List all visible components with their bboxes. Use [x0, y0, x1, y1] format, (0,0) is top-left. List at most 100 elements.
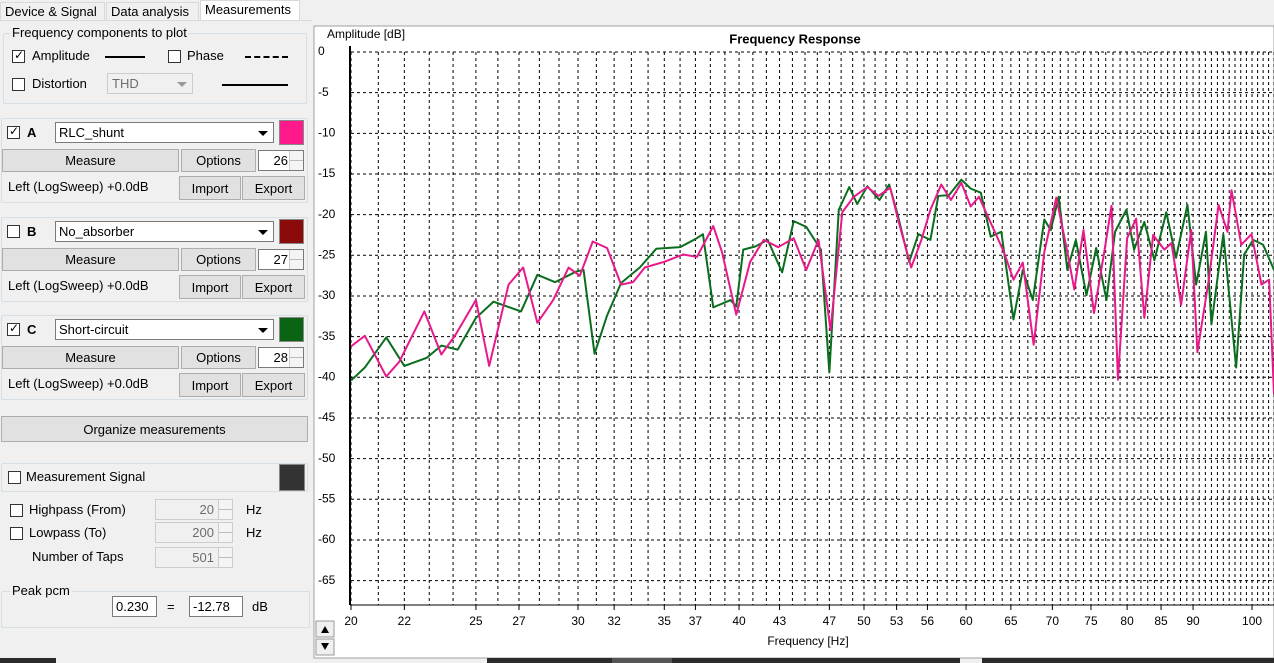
- taskbar-strip: [982, 658, 1274, 663]
- import-button[interactable]: Import: [179, 373, 241, 397]
- x-tick-label: 50: [857, 614, 871, 628]
- options-button[interactable]: Options: [181, 149, 256, 172]
- checkbox[interactable]: [10, 504, 23, 517]
- x-tick-label: 56: [921, 614, 935, 628]
- filter-spinner[interactable]: 20: [155, 499, 233, 520]
- x-tick-label: 27: [512, 614, 526, 628]
- y-tick-label: 0: [318, 44, 325, 58]
- y-tick-label: -30: [318, 288, 336, 302]
- export-button[interactable]: Export: [242, 275, 305, 299]
- signal-box: [1, 463, 308, 492]
- color-swatch[interactable]: [279, 464, 305, 491]
- measurement-letter: A: [27, 125, 37, 140]
- source-label: Left (LogSweep) +0.0dB: [8, 376, 149, 391]
- y-tick-label: -5: [318, 85, 329, 99]
- import-button[interactable]: Import: [179, 275, 241, 299]
- equals-label: =: [167, 599, 175, 614]
- scroll-down-arrow: [321, 643, 329, 650]
- export-button[interactable]: Export: [242, 373, 305, 397]
- measure-button[interactable]: Measure: [2, 149, 179, 172]
- unit-label: Hz: [246, 502, 262, 517]
- group-title: Frequency components to plot: [10, 25, 189, 41]
- series-line: [350, 181, 1274, 395]
- tab-underline: [0, 20, 312, 21]
- taskbar-strip: [612, 658, 672, 663]
- x-tick-label: 43: [773, 614, 787, 628]
- checkbox[interactable]: [7, 124, 20, 139]
- pcm-field: 0.230: [112, 596, 157, 617]
- x-tick-label: 37: [689, 614, 703, 628]
- organize-button[interactable]: Organize measurements: [1, 416, 308, 442]
- measurement-box: [1, 315, 308, 400]
- y-tick-label: -45: [318, 410, 336, 424]
- measurement-dropdown[interactable]: No_absorber: [55, 221, 274, 242]
- measurement-dropdown[interactable]: RLC_shunt: [55, 122, 274, 143]
- dropdown[interactable]: THD: [107, 73, 193, 94]
- x-tick-label: 80: [1120, 614, 1134, 628]
- x-tick-label: 75: [1084, 614, 1098, 628]
- control-panel: Device & Signal Data analysis Measurements…: [0, 0, 314, 663]
- checkbox[interactable]: [10, 527, 23, 540]
- color-swatch[interactable]: [279, 219, 304, 244]
- x-tick-label: 60: [959, 614, 973, 628]
- y-tick-label: -55: [318, 491, 336, 505]
- x-tick-label: 25: [469, 614, 483, 628]
- color-swatch[interactable]: [279, 317, 304, 342]
- x-tick-label: 65: [1004, 614, 1018, 628]
- x-tick-label: 100: [1242, 614, 1262, 628]
- measurement-box: [1, 217, 308, 302]
- measurement-box: [1, 118, 308, 203]
- checkbox[interactable]: [7, 225, 20, 238]
- import-button[interactable]: Import: [179, 176, 241, 200]
- x-tick-label: 40: [732, 614, 746, 628]
- x-tick-label: 90: [1186, 614, 1200, 628]
- measurement-dropdown[interactable]: Short-circuit: [55, 319, 274, 340]
- options-button[interactable]: Options: [181, 346, 256, 369]
- chart-background: [313, 25, 1274, 659]
- color-swatch[interactable]: [279, 120, 304, 145]
- group-box: [1, 591, 310, 628]
- index-spinner[interactable]: 26: [258, 150, 304, 171]
- measure-button[interactable]: Measure: [2, 346, 179, 369]
- checkbox[interactable]: [12, 48, 25, 63]
- x-tick-label: 70: [1046, 614, 1060, 628]
- checkbox[interactable]: [168, 50, 181, 63]
- checkbox[interactable]: [7, 321, 20, 336]
- checkbox[interactable]: [8, 471, 21, 484]
- x-tick-label: 47: [823, 614, 837, 628]
- tab[interactable]: Data analysis: [106, 2, 199, 21]
- source-label: Left (LogSweep) +0.0dB: [8, 179, 149, 194]
- y-tick-label: -40: [318, 369, 336, 383]
- source-label: Left (LogSweep) +0.0dB: [8, 278, 149, 293]
- taps-spinner[interactable]: 501: [155, 547, 233, 568]
- measurement-letter: C: [27, 322, 37, 337]
- filter-spinner[interactable]: 200: [155, 522, 233, 543]
- checkbox-label: Distortion: [32, 76, 87, 91]
- y-tick-label: -25: [318, 247, 336, 261]
- y-tick-label: -15: [318, 166, 336, 180]
- y-tick-label: -50: [318, 451, 336, 465]
- y-axis-label: Amplitude [dB]: [327, 27, 405, 41]
- checkbox-label: Lowpass (To): [29, 525, 107, 540]
- scroll-up-arrow: [321, 626, 329, 633]
- tab[interactable]: Measurements: [200, 0, 300, 21]
- line-style-sample: [245, 56, 288, 58]
- line-style-sample: [105, 56, 145, 58]
- y-tick-label: -35: [318, 329, 336, 343]
- options-button[interactable]: Options: [181, 248, 256, 271]
- y-tick-label: -20: [318, 207, 336, 221]
- x-axis-label: Frequency [Hz]: [767, 634, 848, 648]
- checkbox[interactable]: [12, 78, 25, 91]
- export-button[interactable]: Export: [242, 176, 305, 200]
- measure-button[interactable]: Measure: [2, 248, 179, 271]
- taps-label: Number of Taps: [32, 549, 124, 564]
- x-tick-label: 85: [1154, 614, 1168, 628]
- checkbox-label: Amplitude: [32, 48, 90, 63]
- checkbox-label: Measurement Signal: [26, 469, 146, 484]
- index-spinner[interactable]: 28: [258, 347, 304, 368]
- index-spinner[interactable]: 27: [258, 249, 304, 270]
- db-field: -12.78: [189, 596, 243, 617]
- tab[interactable]: Device & Signal: [0, 2, 105, 21]
